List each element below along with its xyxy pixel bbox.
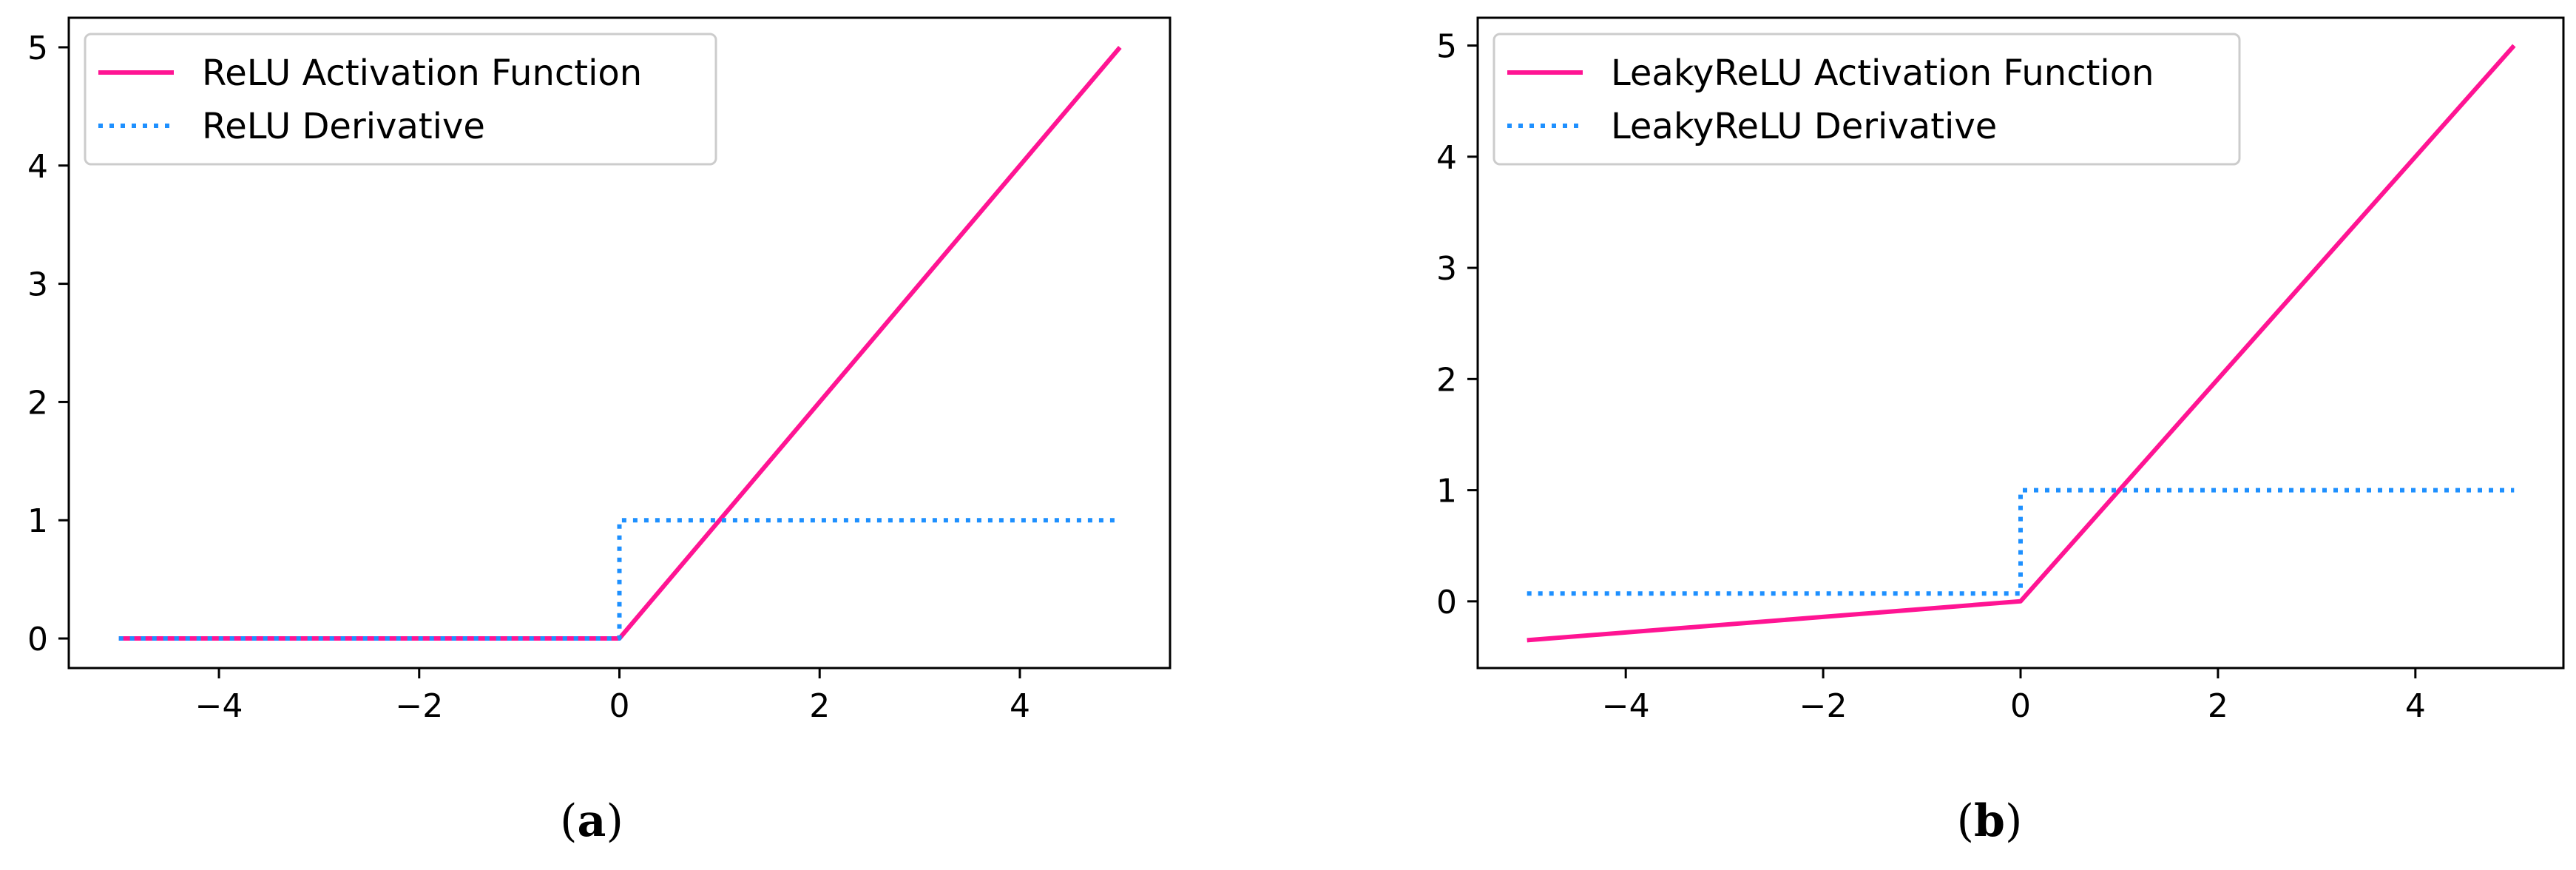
chart-2-y-tick-label: 5 bbox=[1436, 28, 1457, 66]
chart-2-caption-open: ( bbox=[1957, 795, 1974, 847]
chart-2-caption-close: ) bbox=[2005, 795, 2022, 847]
chart-2-legend: LeakyReLU Activation Function LeakyReLU D… bbox=[1492, 33, 2241, 166]
chart-2-x-tick-label: 4 bbox=[2405, 687, 2426, 725]
chart-1-caption-open: ( bbox=[560, 795, 577, 847]
chart-1-x-tick-label: −4 bbox=[195, 687, 243, 725]
chart-1-y-tick-label: 3 bbox=[27, 266, 48, 304]
chart-2-y-tick-label: 1 bbox=[1436, 473, 1457, 510]
chart-2-legend-label-1: LeakyReLU Activation Function bbox=[1611, 53, 2154, 94]
chart-1-caption-close: ) bbox=[606, 795, 623, 847]
chart-2-y-tick-label: 3 bbox=[1436, 250, 1457, 288]
chart-1-series-2-line bbox=[118, 518, 1120, 641]
chart-2: −4 −2 0 2 4 0 1 2 3 4 5 LeakyReLU Activation Functi… bbox=[1436, 16, 2565, 847]
chart-2-caption-letter: b bbox=[1974, 795, 2005, 847]
chart-2-x-tick-label: 2 bbox=[2208, 687, 2228, 725]
chart-2-x-tick-label: 0 bbox=[2010, 687, 2031, 725]
chart-2-series-1-line bbox=[1527, 44, 2516, 643]
chart-1-y-tick-label: 2 bbox=[27, 384, 48, 422]
chart-1-x-tick-label: 2 bbox=[809, 687, 830, 725]
chart-1-legend-label-1: ReLU Activation Function bbox=[202, 53, 642, 94]
chart-2-x-tick-label: −4 bbox=[1602, 687, 1650, 725]
chart-1-legend-box bbox=[84, 33, 717, 166]
chart-2-caption: (b) bbox=[1957, 795, 2023, 847]
chart-1-caption: (a) bbox=[560, 795, 623, 847]
chart-1-x-tick-label: 0 bbox=[609, 687, 630, 725]
chart-1-y-tick-label: 1 bbox=[27, 502, 48, 540]
chart-2-legend-label-2: LeakyReLU Derivative bbox=[1611, 106, 1997, 147]
chart-1-y-tick-label: 0 bbox=[27, 621, 48, 658]
chart-1-x-tick-label: −2 bbox=[395, 687, 443, 725]
chart-1-caption-letter: a bbox=[578, 795, 606, 847]
chart-2-x-tick-label: −2 bbox=[1799, 687, 1848, 725]
chart-1-y-tick-label: 4 bbox=[27, 148, 48, 186]
chart-1-legend: ReLU Activation Function ReLU Derivative bbox=[84, 33, 717, 166]
chart-1-legend-label-2: ReLU Derivative bbox=[202, 106, 485, 147]
chart-2-y-tick-label: 2 bbox=[1436, 361, 1457, 399]
chart-2-y-tick-label: 4 bbox=[1436, 139, 1457, 177]
chart-2-legend-box bbox=[1492, 33, 2241, 166]
chart-1-y-tick-label: 5 bbox=[27, 30, 48, 67]
chart-2-series-2-line bbox=[1527, 488, 2515, 596]
chart-2-y-tick-label: 0 bbox=[1436, 584, 1457, 621]
chart-1-x-tick-label: 4 bbox=[1010, 687, 1030, 725]
